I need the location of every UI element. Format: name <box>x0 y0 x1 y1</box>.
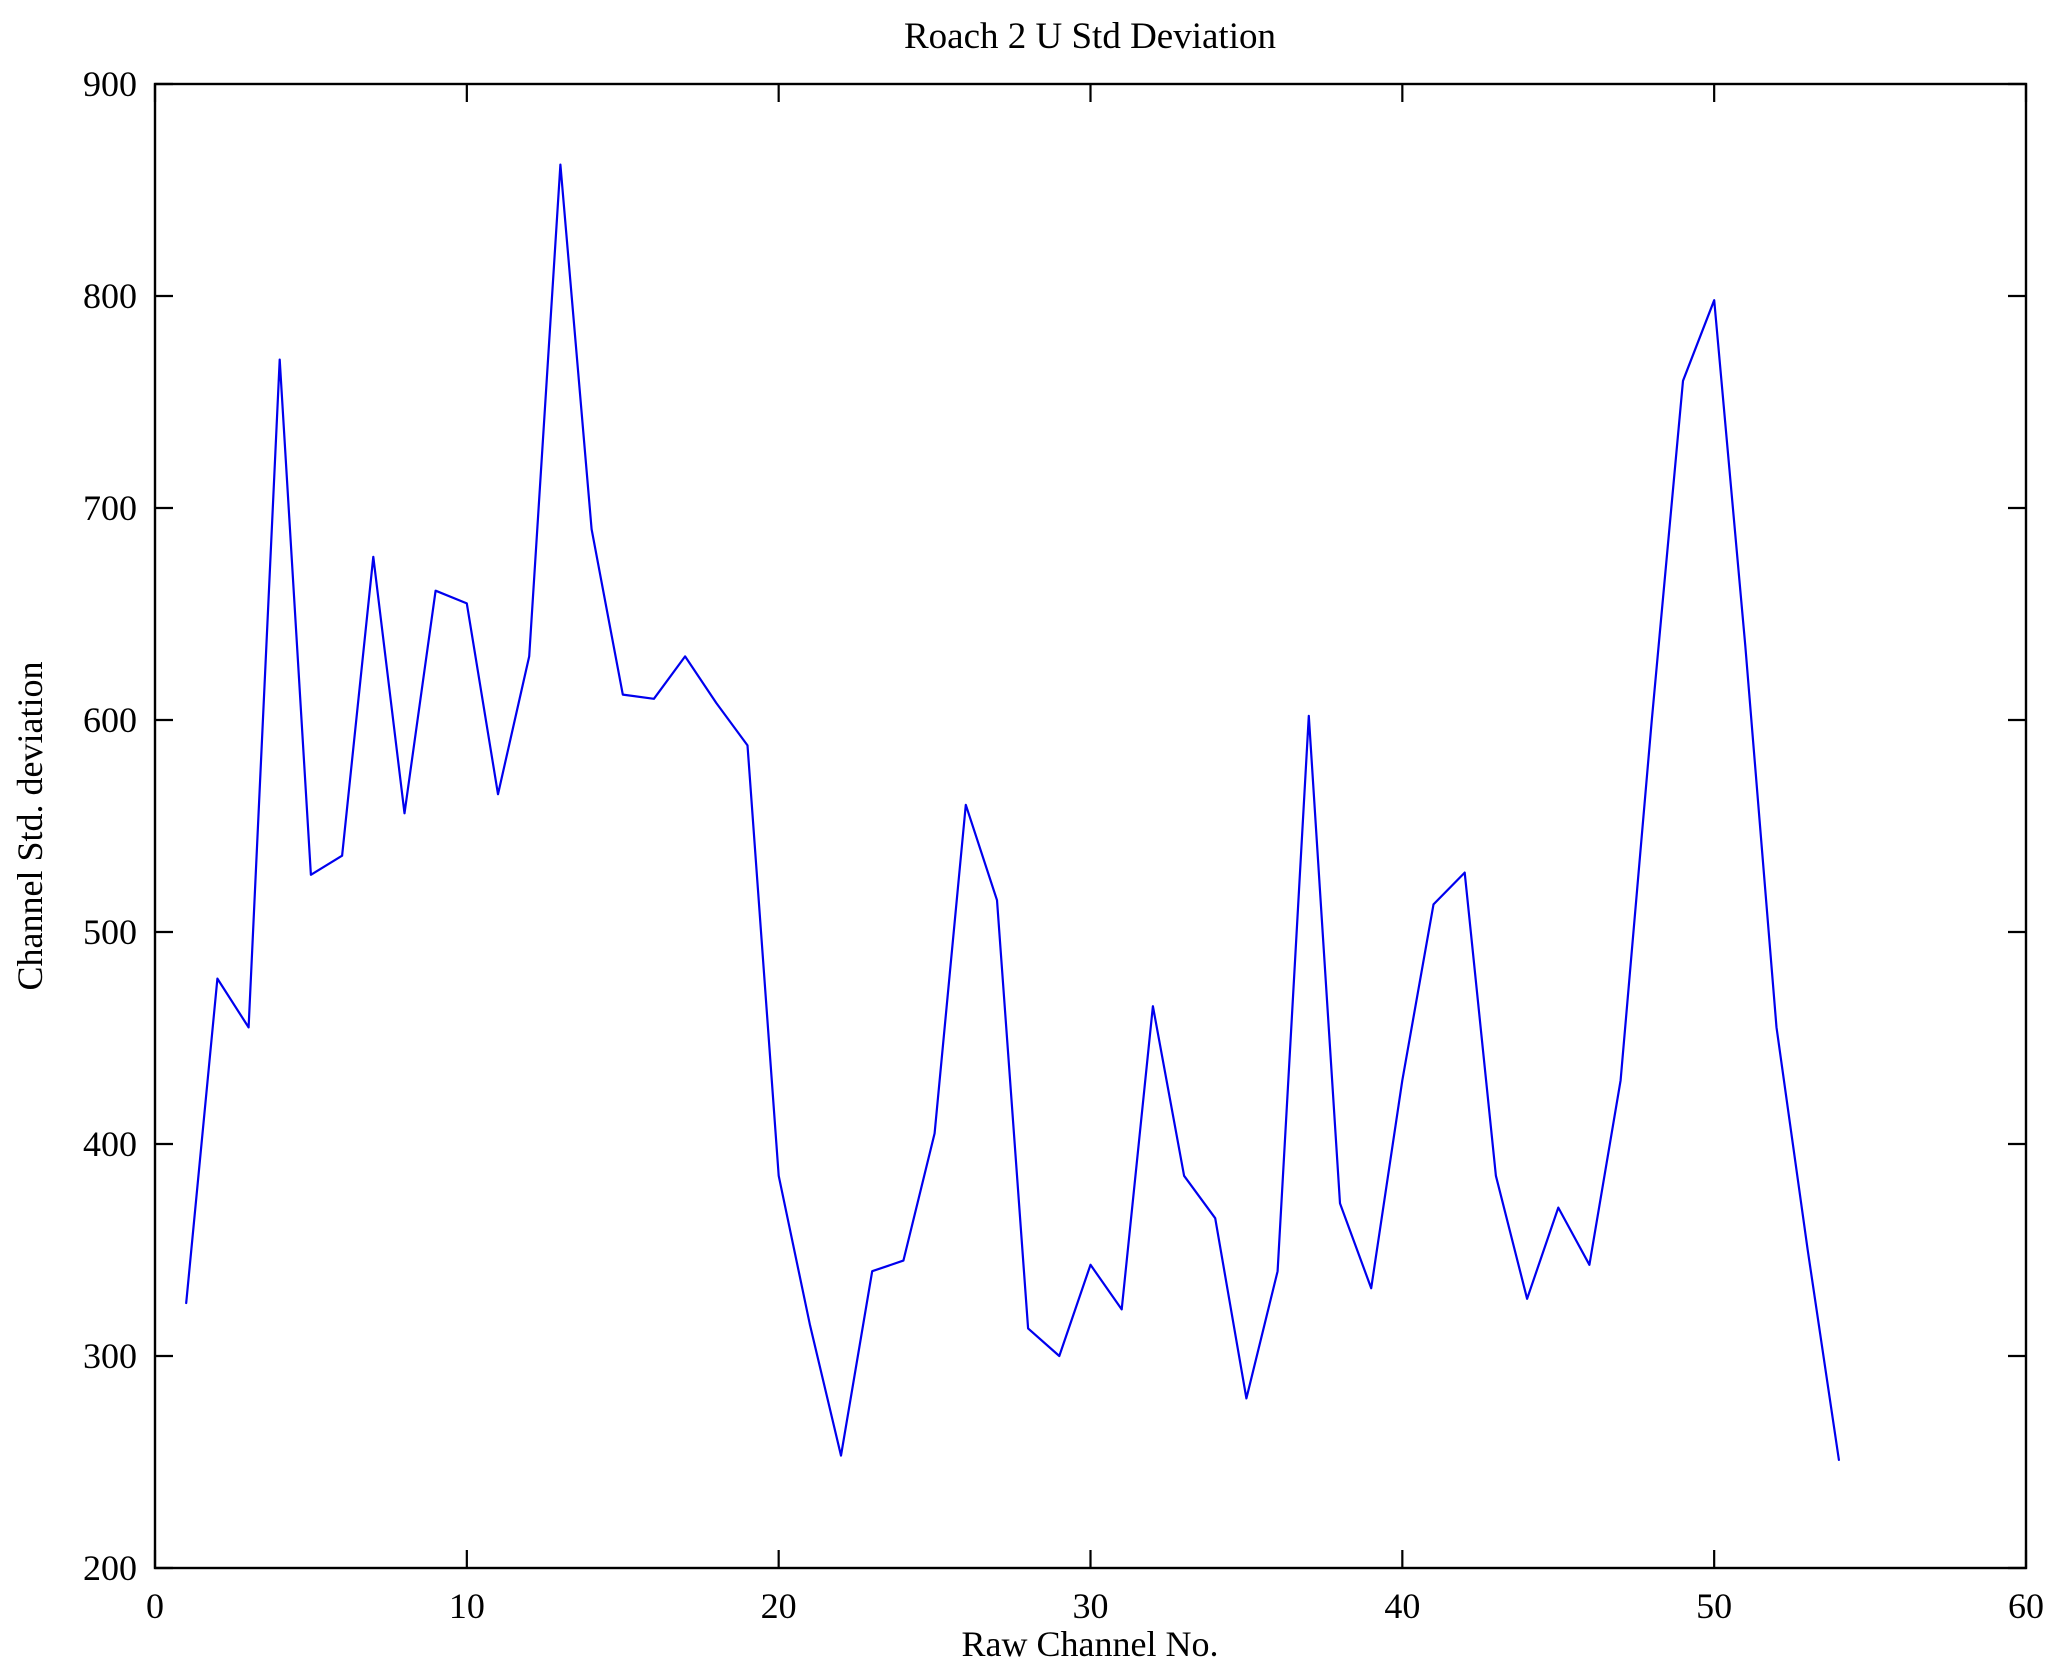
x-tick-label: 20 <box>761 1586 797 1626</box>
y-tick-label: 400 <box>83 1124 137 1164</box>
data-series-line <box>185 163 1841 1462</box>
y-tick-label: 300 <box>83 1336 137 1376</box>
x-tick-label: 0 <box>146 1586 164 1626</box>
y-tick-label: 200 <box>83 1548 137 1588</box>
y-tick-label: 500 <box>83 912 137 952</box>
x-tick-label: 10 <box>449 1586 485 1626</box>
x-tick-label: 50 <box>1696 1586 1732 1626</box>
axis-box <box>153 82 2028 1570</box>
x-axis-label: Raw Channel No. <box>962 1624 1219 1664</box>
x-tick-label: 60 <box>2008 1586 2044 1626</box>
y-tick-label: 900 <box>83 64 137 104</box>
x-tick-label: 40 <box>1384 1586 1420 1626</box>
y-tick-label: 700 <box>83 488 137 528</box>
y-axis-label: Channel Std. deviation <box>10 662 50 991</box>
chart-plot-area: 0 10 20 30 40 50 60 200 300 400 500 600 700 800 900 <box>83 64 2044 1626</box>
x-tick-label: 30 <box>1073 1586 1109 1626</box>
y-tick-label: 600 <box>83 700 137 740</box>
chart-title: Roach 2 U Std Deviation <box>904 16 1276 57</box>
y-tick-label: 800 <box>83 276 137 316</box>
